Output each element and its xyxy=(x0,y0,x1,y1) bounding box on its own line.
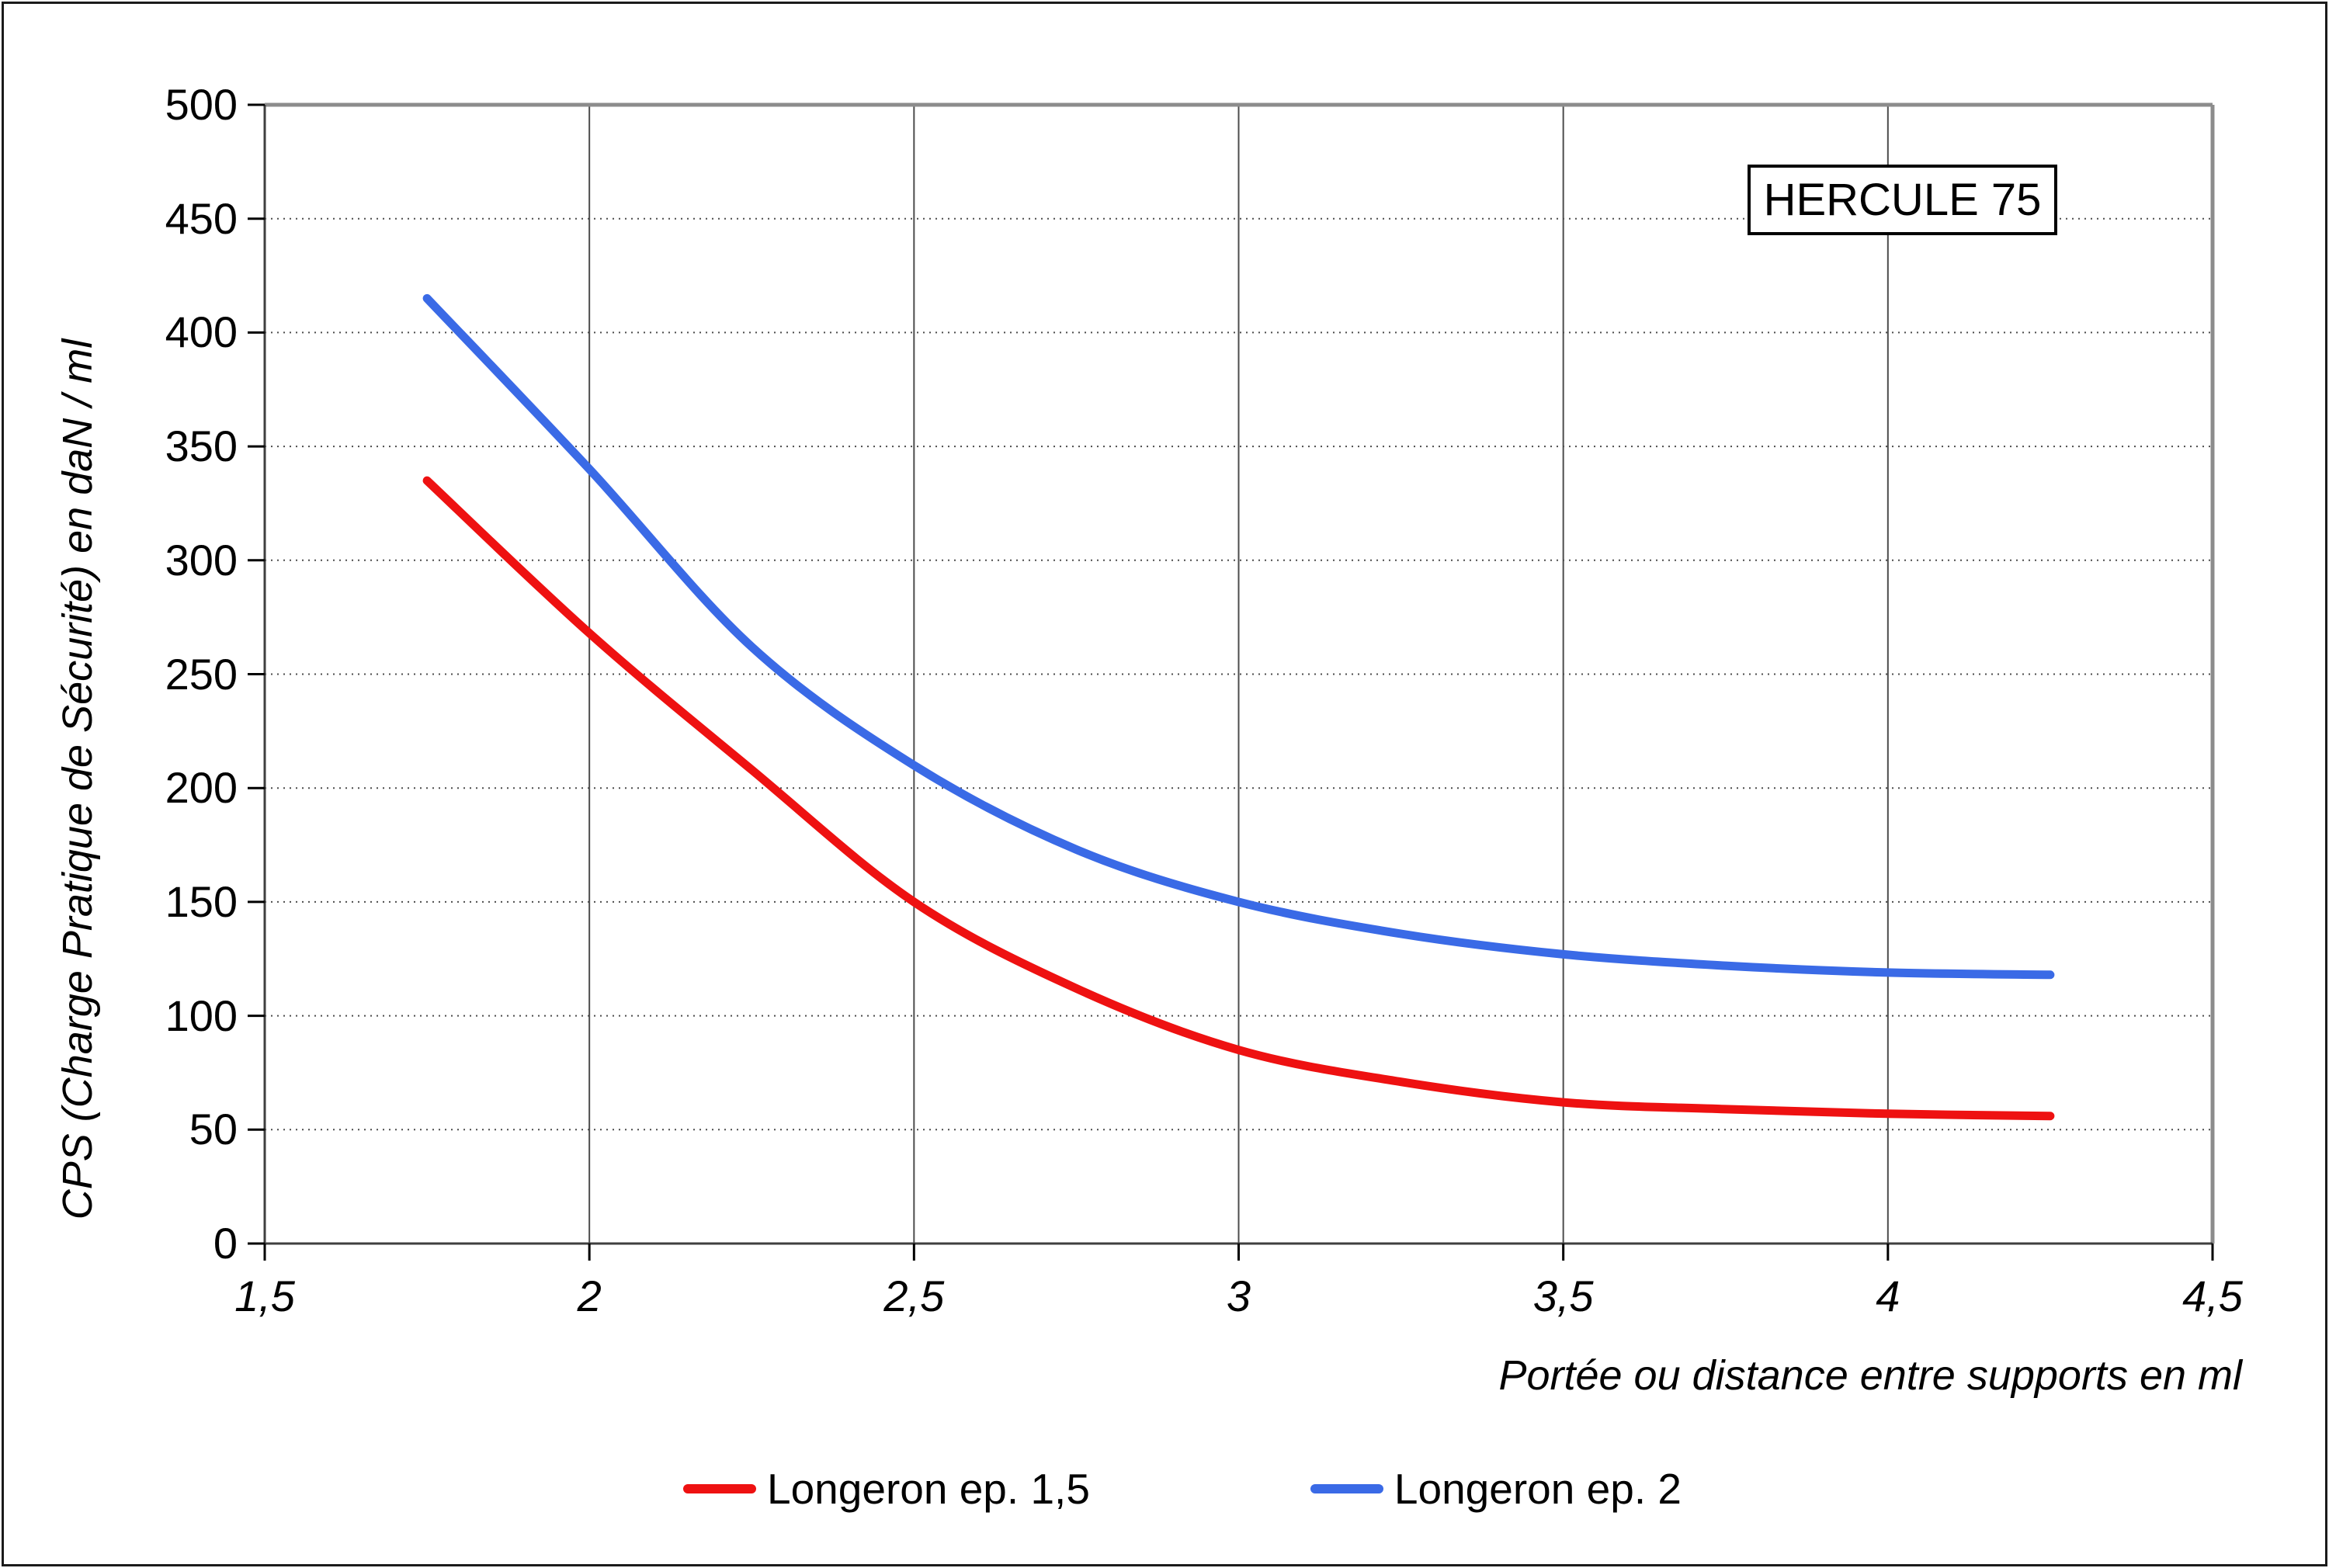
legend-swatch-red-line xyxy=(683,1484,756,1493)
legend-item-longeron-ep-2: Longeron ep. 2 xyxy=(1310,1466,1682,1512)
legend-label: Longeron ep. 1,5 xyxy=(767,1465,1090,1513)
y-tick-label: 400 xyxy=(165,307,238,357)
y-tick-label: 0 xyxy=(213,1219,238,1268)
chart-title-box: HERCULE 75 xyxy=(1748,165,2057,235)
series-line-1-longeron-ep-2 xyxy=(422,293,2055,980)
y-tick-label: 250 xyxy=(165,649,238,699)
legend: Longeron ep. 1,5 Longeron ep. 2 xyxy=(683,1466,1682,1512)
y-tick-label: 200 xyxy=(165,763,238,813)
x-tick-label: 2,5 xyxy=(883,1271,945,1320)
x-tick-label: 4 xyxy=(1876,1271,1900,1320)
y-tick-label: 300 xyxy=(165,535,238,585)
x-tick-label: 2 xyxy=(577,1271,602,1320)
y-tick-label: 50 xyxy=(189,1105,238,1154)
x-axis-title: Portée ou distance entre supports en ml xyxy=(1498,1352,2242,1399)
y-tick-label: 350 xyxy=(165,421,238,471)
x-tick-label: 4,5 xyxy=(2182,1271,2243,1320)
x-tick-label: 3 xyxy=(1226,1271,1251,1320)
y-tick-label: 100 xyxy=(165,990,238,1040)
x-tick-label: 3,5 xyxy=(1532,1271,1594,1320)
legend-item-longeron-ep-1-5: Longeron ep. 1,5 xyxy=(683,1466,1090,1512)
y-axis-title: CPS (Charge Pratique de Sécurité) en daN… xyxy=(54,338,101,1220)
y-tick-label: 500 xyxy=(165,80,238,129)
y-tick-label: 150 xyxy=(165,876,238,926)
y-tick-label: 450 xyxy=(165,193,238,243)
x-tick-label: 1,5 xyxy=(234,1271,295,1320)
legend-label: Longeron ep. 2 xyxy=(1394,1465,1682,1513)
legend-swatch-blue-line xyxy=(1310,1484,1383,1493)
series-line-0-longeron-ep-1-5 xyxy=(422,476,2055,1121)
